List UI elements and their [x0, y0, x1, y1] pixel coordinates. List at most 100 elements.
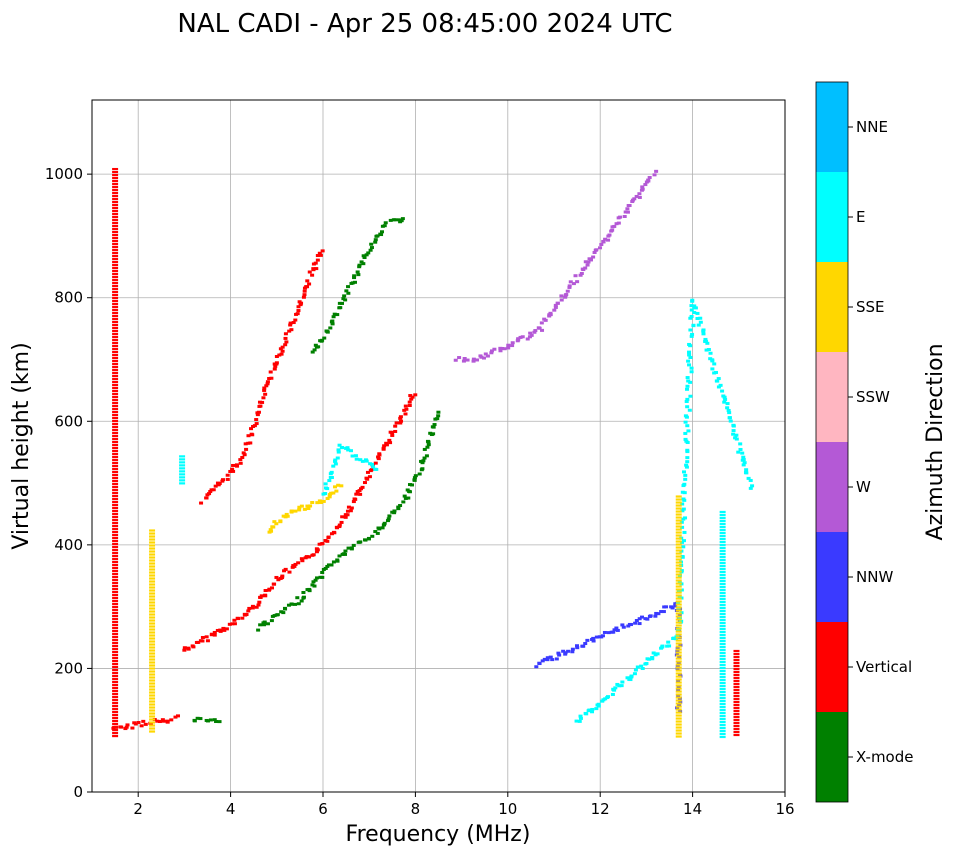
data-point — [222, 628, 227, 632]
data-point — [421, 459, 426, 463]
data-point — [750, 484, 755, 488]
data-point — [205, 719, 210, 723]
data-point — [261, 623, 266, 627]
data-point — [228, 469, 233, 473]
data-point — [570, 647, 575, 651]
column-point — [112, 266, 119, 270]
data-point — [578, 273, 583, 277]
column-point — [149, 532, 156, 535]
data-point — [388, 441, 393, 445]
data-point — [654, 611, 659, 615]
data-point — [238, 458, 243, 462]
column-point — [112, 515, 119, 519]
data-point — [603, 237, 608, 241]
column-point — [149, 658, 156, 661]
column-point — [149, 619, 156, 622]
data-point — [696, 323, 701, 327]
column-point — [719, 696, 726, 700]
data-point — [383, 221, 388, 225]
data-point — [666, 640, 671, 644]
data-point — [287, 329, 292, 333]
data-point — [336, 448, 341, 452]
data-point — [293, 318, 298, 322]
data-point — [262, 386, 267, 390]
column-point — [675, 594, 682, 597]
data-point — [680, 509, 685, 513]
column-point — [112, 587, 119, 591]
column-point — [675, 735, 682, 738]
data-point — [561, 649, 566, 653]
data-point — [396, 505, 401, 509]
colorbar-tick-label: X-mode — [856, 748, 913, 766]
data-point — [344, 446, 349, 450]
data-point — [320, 338, 325, 342]
data-point — [654, 169, 659, 173]
data-point — [353, 280, 358, 284]
grid-lines — [92, 100, 786, 793]
data-point — [675, 706, 680, 710]
data-point — [196, 640, 201, 644]
data-point — [205, 639, 210, 643]
data-point — [259, 594, 264, 598]
column-point — [149, 712, 156, 715]
column-point — [112, 731, 119, 735]
column-point — [112, 326, 119, 330]
data-point — [364, 476, 369, 480]
data-point — [422, 456, 427, 460]
column-point — [149, 616, 156, 619]
data-point — [594, 635, 599, 639]
data-point — [246, 434, 251, 438]
column-point — [112, 491, 119, 495]
data-point — [232, 618, 237, 622]
column-point — [719, 534, 726, 538]
data-point — [453, 358, 458, 362]
column-point — [675, 528, 682, 531]
column-point — [112, 629, 119, 633]
data-point — [314, 550, 319, 554]
data-point — [420, 467, 425, 471]
data-point — [634, 619, 639, 623]
data-point — [403, 404, 408, 408]
column-point — [112, 329, 119, 333]
column-point — [719, 558, 726, 562]
column-point — [112, 386, 119, 390]
data-point — [575, 280, 580, 284]
data-point — [684, 463, 689, 467]
column-point — [675, 612, 682, 615]
column-point — [719, 708, 726, 712]
column-point — [719, 675, 726, 679]
data-point — [498, 349, 503, 353]
data-point — [274, 575, 279, 579]
data-point — [689, 334, 694, 338]
data-point — [564, 293, 569, 297]
column-point — [112, 650, 119, 654]
data-point — [591, 255, 596, 259]
data-point — [647, 176, 652, 180]
data-point — [327, 479, 332, 483]
data-point — [698, 320, 703, 324]
data-point — [310, 350, 315, 354]
data-point — [518, 335, 523, 339]
column-point — [719, 603, 726, 607]
column-point — [675, 513, 682, 516]
data-point — [399, 419, 404, 423]
column-point — [675, 615, 682, 618]
column-point — [112, 341, 119, 345]
column-point — [112, 284, 119, 288]
column-point — [149, 592, 156, 595]
data-point — [275, 613, 280, 617]
column-point — [733, 715, 740, 719]
data-point — [689, 304, 694, 308]
data-point — [271, 582, 276, 586]
data-point — [349, 546, 354, 550]
data-point — [192, 718, 197, 722]
x-tick-label: 14 — [683, 800, 702, 818]
column-point — [112, 290, 119, 294]
column-point — [149, 661, 156, 664]
data-point — [274, 361, 279, 365]
column-point — [112, 704, 119, 708]
column-point — [112, 167, 119, 171]
column-point — [112, 725, 119, 729]
column-point — [149, 700, 156, 703]
column-point — [719, 579, 726, 583]
